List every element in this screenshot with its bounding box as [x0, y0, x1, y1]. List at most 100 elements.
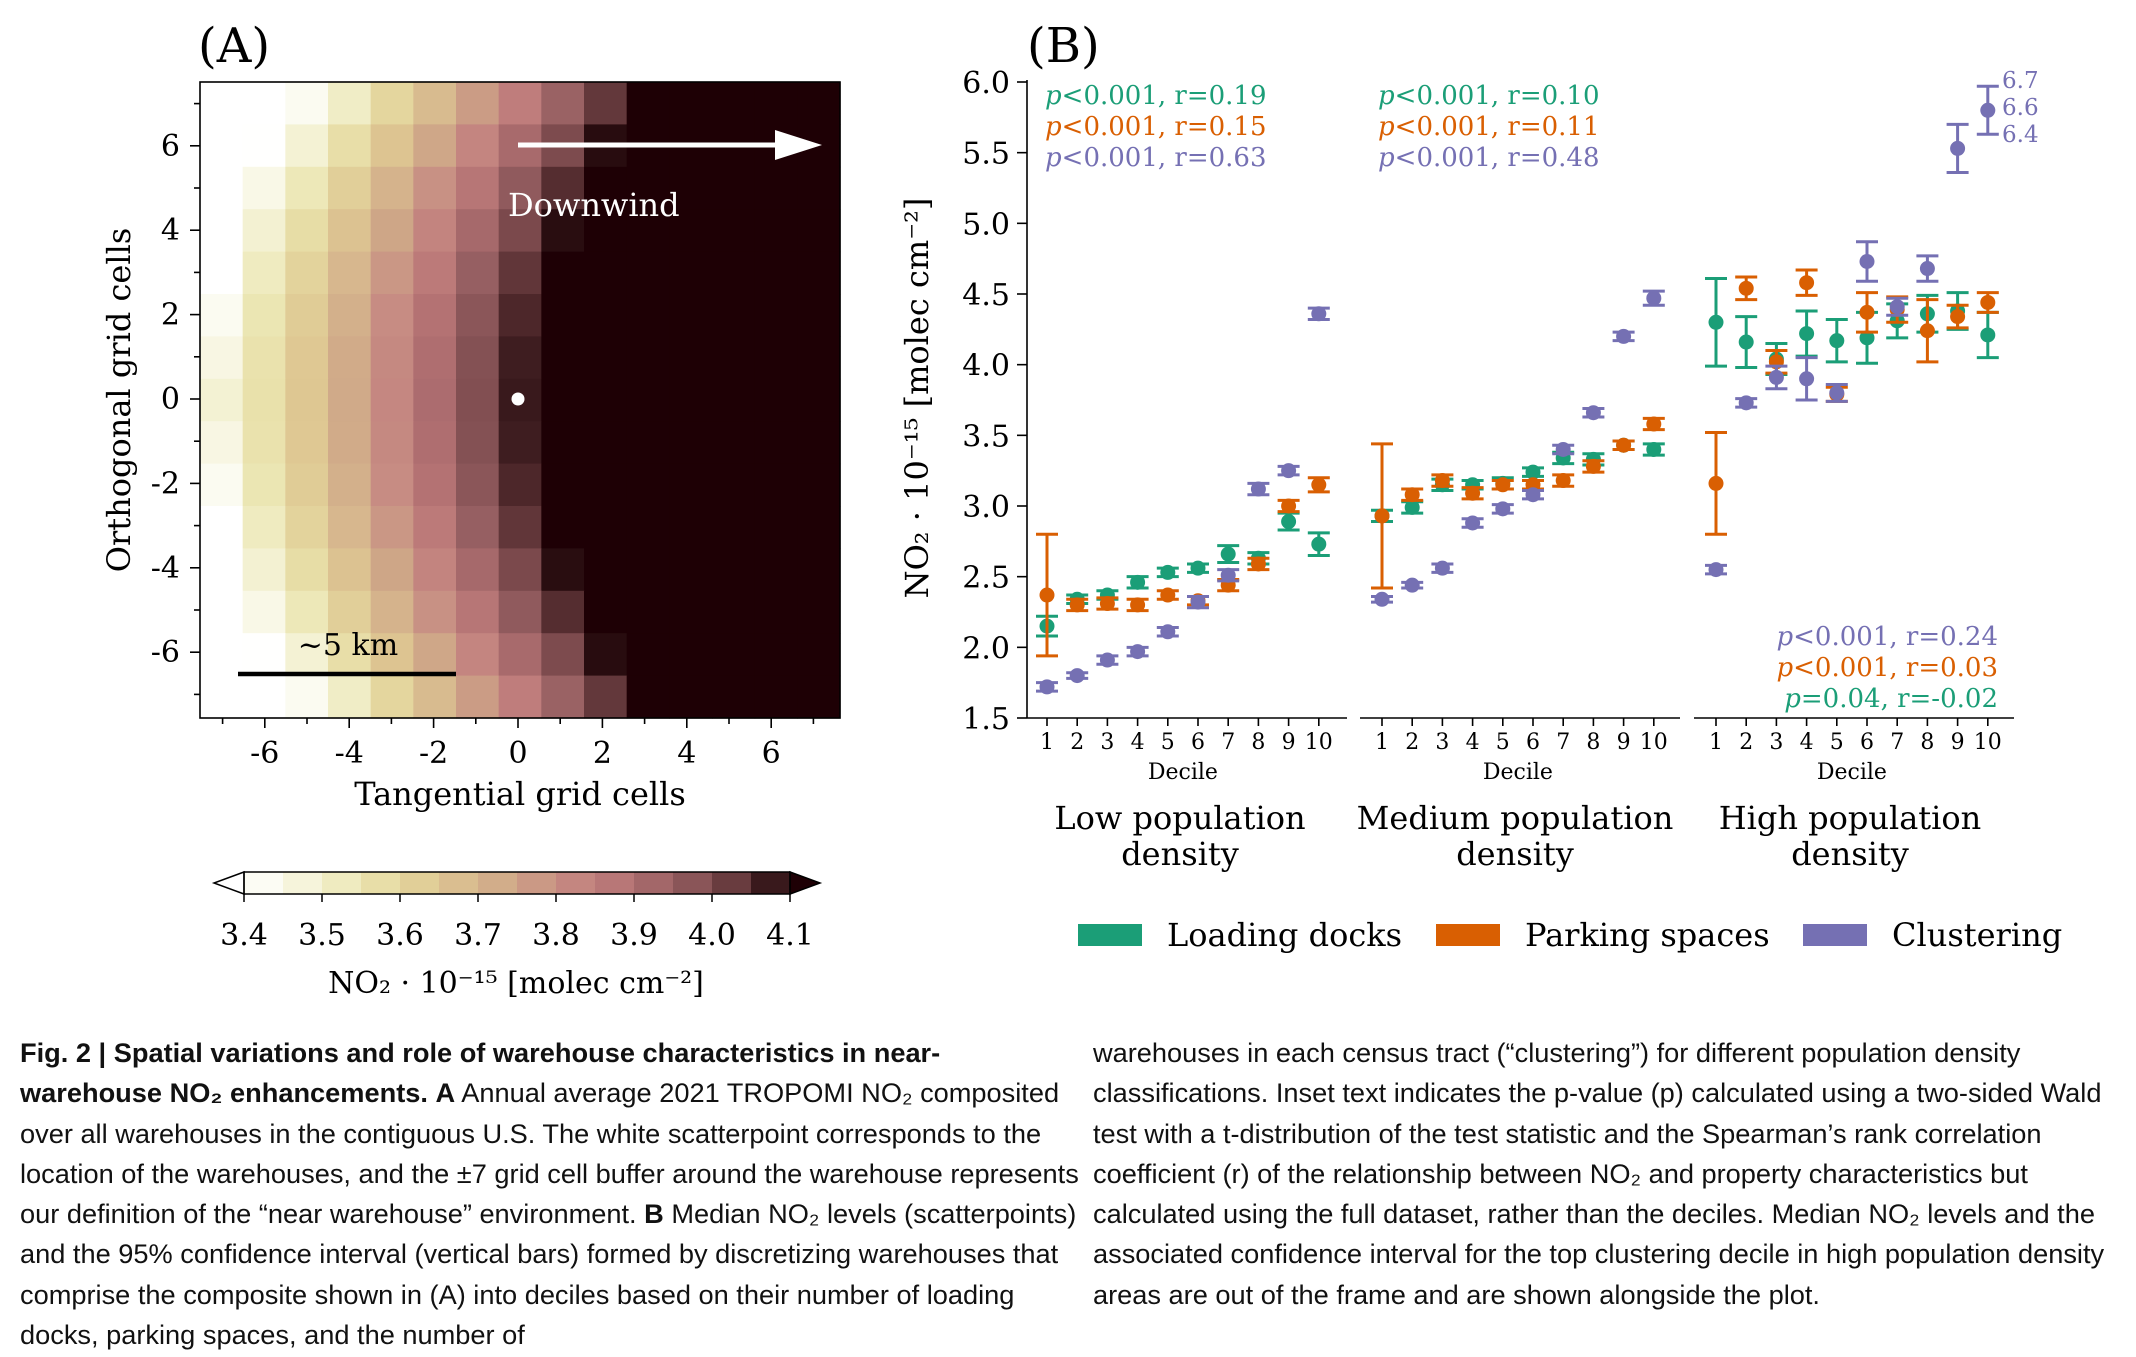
heatmap-cell: [754, 251, 798, 295]
y-axis-ticks: 6 4 2 0 -2 -4 -6: [151, 102, 200, 696]
heatmap-cell: [328, 166, 372, 210]
x-tick-label: -6: [250, 736, 279, 771]
heatmap-cell: [712, 378, 756, 422]
heatmap-cell: [456, 294, 500, 337]
x-tick-label: 10: [1305, 730, 1333, 755]
heatmap-cell: [669, 633, 713, 677]
heatmap-cell: [456, 590, 500, 634]
heatmap-cell: [413, 209, 457, 253]
x-tick-label: 5: [1830, 730, 1844, 755]
data-point: [1250, 481, 1266, 497]
y-tick-label: 3.0: [962, 490, 1010, 525]
colorbar: [211, 870, 823, 896]
heatmap-cell: [285, 506, 329, 549]
heatmap-cell: [200, 506, 244, 549]
x-axis-label: Decile: [1817, 760, 1887, 785]
y-tick-label: -2: [151, 466, 180, 501]
heatmap-cell: [754, 378, 798, 422]
heatmap-cell: [413, 421, 457, 465]
data-point: [1465, 485, 1481, 501]
heatmap-cell: [584, 421, 628, 465]
heatmap-cell: [626, 421, 670, 465]
heatmap-cell: [626, 251, 670, 295]
heatmap-cell: [712, 209, 756, 253]
y-tick-label: 4.0: [962, 349, 1010, 384]
heatmap-cell: [498, 675, 542, 719]
data-point: [1495, 477, 1511, 493]
heatmap-cell: [541, 251, 585, 295]
colorbar-segment: [478, 872, 518, 894]
heatmap-cell: [413, 633, 457, 677]
y-tick-label: 4.5: [962, 278, 1010, 313]
heatmap-cell: [370, 548, 414, 592]
x-tick-label: 3: [1100, 730, 1114, 755]
x-tick-label: -2: [419, 736, 448, 771]
legend: Loading docks Parking spaces Clustering: [1078, 916, 2062, 954]
downwind-label: Downwind: [508, 186, 680, 224]
heatmap-cell: [498, 590, 542, 634]
heatmap-cell: [669, 336, 713, 380]
heatmap-cell: [626, 336, 670, 380]
offframe-value-label: 6.4: [2002, 122, 2039, 148]
heatmap-cell: [712, 633, 756, 677]
heatmap-cell: [541, 209, 585, 253]
data-point: [1859, 304, 1875, 320]
group-label: density: [1791, 835, 1909, 873]
x-tick-label: 9: [1617, 730, 1631, 755]
heatmap-cell: [498, 633, 542, 677]
heatmap-cell: [797, 209, 841, 253]
heatmap-cell: [370, 336, 414, 380]
heatmap-cell: [584, 166, 628, 210]
heatmap-cell: [456, 675, 500, 719]
x-tick-label: 6: [762, 736, 781, 771]
heatmap-cell: [200, 209, 244, 253]
heatmap-cell: [456, 209, 500, 253]
colorbar-segment: [322, 872, 362, 894]
heatmap-cell: [370, 251, 414, 295]
heatmap-cell: [754, 548, 798, 592]
heatmap-cell: [242, 590, 286, 634]
colorbar-tick-label: 3.4: [220, 918, 268, 953]
heatmap-cell: [712, 463, 756, 507]
heatmap-cell: [456, 378, 500, 422]
heatmap-cell: [797, 548, 841, 592]
heatmap-cell: [669, 590, 713, 634]
heatmap-cell: [669, 463, 713, 507]
heatmap-cell: [285, 82, 329, 125]
stats-annotations: p<0.001, r=0.19p<0.001, r=0.15p<0.001, r…: [1045, 68, 2039, 714]
heatmap-cell: [370, 378, 414, 422]
group-label: Low population: [1054, 799, 1305, 837]
heatmap-cell: [242, 421, 286, 465]
heatmap-cell: [413, 378, 457, 422]
heatmap-cell: [328, 548, 372, 592]
heatmap-cell: [328, 463, 372, 507]
data-point: [1160, 587, 1176, 603]
heatmap-cell: [370, 421, 414, 465]
x-tick-label: 6: [1526, 730, 1540, 755]
colorbar-segment: [634, 872, 674, 894]
heatmap-cell: [669, 294, 713, 337]
heatmap-cell: [669, 548, 713, 592]
data-point: [1799, 326, 1815, 342]
heatmap-cell: [328, 82, 372, 125]
legend-swatch: [1078, 924, 1142, 946]
heatmap-cell: [584, 675, 628, 719]
data-point: [1220, 546, 1236, 562]
caption-part-a-label: A: [435, 1077, 456, 1109]
heatmap-cell: [200, 294, 244, 337]
heatmap-cell: [712, 675, 756, 719]
colorbar-tick-label: 4.1: [766, 918, 814, 953]
stat-label: p<0.001, r=0.11: [1378, 112, 1600, 142]
x-tick-label: 3: [1769, 730, 1783, 755]
data-point: [1311, 477, 1327, 493]
heatmap-cell: [328, 633, 372, 677]
y-tick-label: 6.0: [962, 66, 1010, 101]
stat-label: p<0.001, r=0.24: [1776, 622, 1998, 652]
x-tick-label: 7: [1890, 730, 1904, 755]
heatmap-cell: [498, 251, 542, 295]
group-label: High population: [1719, 799, 1982, 837]
x-tick-label: 2: [1739, 730, 1753, 755]
data-point: [1190, 594, 1206, 610]
heatmap-cell: [456, 336, 500, 380]
colorbar-segment: [673, 872, 713, 894]
